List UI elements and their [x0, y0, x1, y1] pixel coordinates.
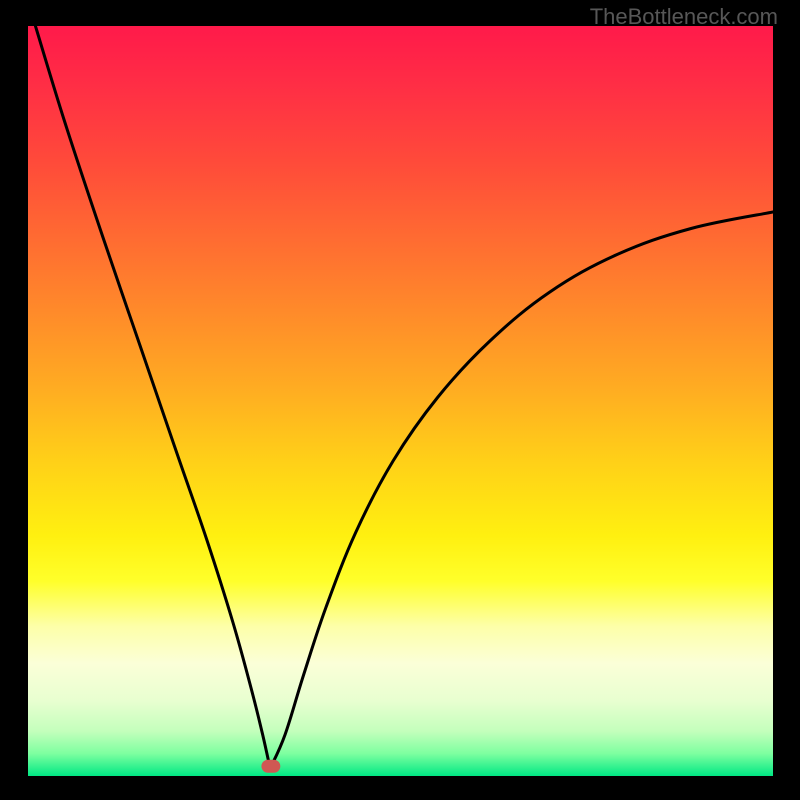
watermark-text: TheBottleneck.com: [590, 4, 778, 30]
chart-container: TheBottleneck.com: [0, 0, 800, 800]
bottleneck-curve: [28, 26, 773, 776]
plot-area: [28, 26, 773, 776]
notch-marker: [262, 760, 280, 772]
curve-right-branch: [270, 212, 773, 769]
curve-left-branch: [35, 26, 270, 769]
